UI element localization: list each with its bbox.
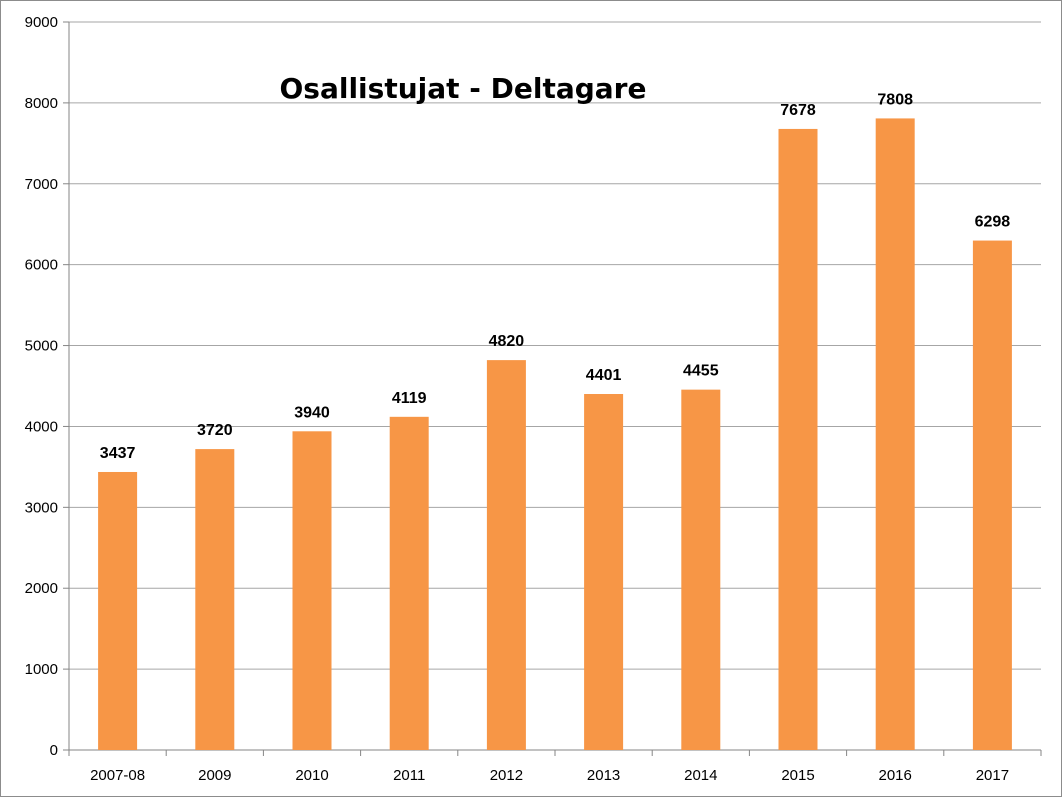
x-tick-label: 2014 [684, 767, 717, 784]
y-tick-label: 3000 [25, 499, 58, 516]
y-tick-label: 4000 [25, 418, 58, 435]
data-label: 6298 [975, 214, 1011, 231]
y-tick-label: 5000 [25, 338, 58, 355]
x-tick-label: 2012 [490, 767, 523, 784]
bar [972, 240, 1012, 751]
y-tick-label: 1000 [25, 661, 58, 678]
bar [778, 128, 818, 750]
x-tick-label: 2016 [879, 767, 912, 784]
x-tick-label: 2011 [393, 767, 425, 784]
data-label: 4455 [683, 363, 719, 380]
bar [292, 431, 332, 750]
chart-title: Osallistujat - Deltagare [280, 72, 647, 105]
y-tick-label: 8000 [25, 95, 58, 112]
x-tick-label: 2009 [198, 767, 231, 784]
x-tick-labels: 2007-08 2009 2010 2011 2012 2013 2014 2015 2016 2… [90, 767, 1009, 784]
x-tick-label: 2007-08 [90, 767, 145, 784]
y-tick-label: 9000 [25, 14, 58, 31]
y-tick-label: 0 [50, 742, 58, 759]
x-tick-label: 2017 [976, 767, 1009, 784]
bars [98, 118, 1012, 751]
bar [486, 360, 526, 750]
x-tick-label: 2015 [781, 767, 814, 784]
y-tick-label: 7000 [25, 176, 58, 193]
data-label: 3720 [197, 422, 233, 439]
bar [389, 416, 429, 750]
data-label: 4119 [392, 390, 427, 407]
bar [98, 471, 138, 750]
data-labels: 3437 3720 3940 4119 4820 4401 4455 7678 7808 6298 [100, 91, 1010, 462]
bar [875, 118, 915, 750]
y-tick-labels: 0 1000 2000 3000 4000 5000 6000 7000 8000 9000 [25, 14, 58, 759]
data-label: 3437 [100, 445, 136, 462]
data-label: 4401 [586, 367, 622, 384]
data-label: 7808 [877, 91, 913, 108]
bar [195, 449, 235, 750]
y-tick-label: 6000 [25, 257, 58, 274]
y-tick-label: 2000 [25, 580, 58, 597]
x-tick-label: 2013 [587, 767, 620, 784]
x-tick-label: 2010 [295, 767, 328, 784]
bar [584, 394, 624, 750]
data-label: 4820 [489, 333, 525, 350]
bar [681, 389, 721, 750]
data-label: 3940 [294, 404, 330, 421]
data-label: 7678 [780, 102, 816, 119]
